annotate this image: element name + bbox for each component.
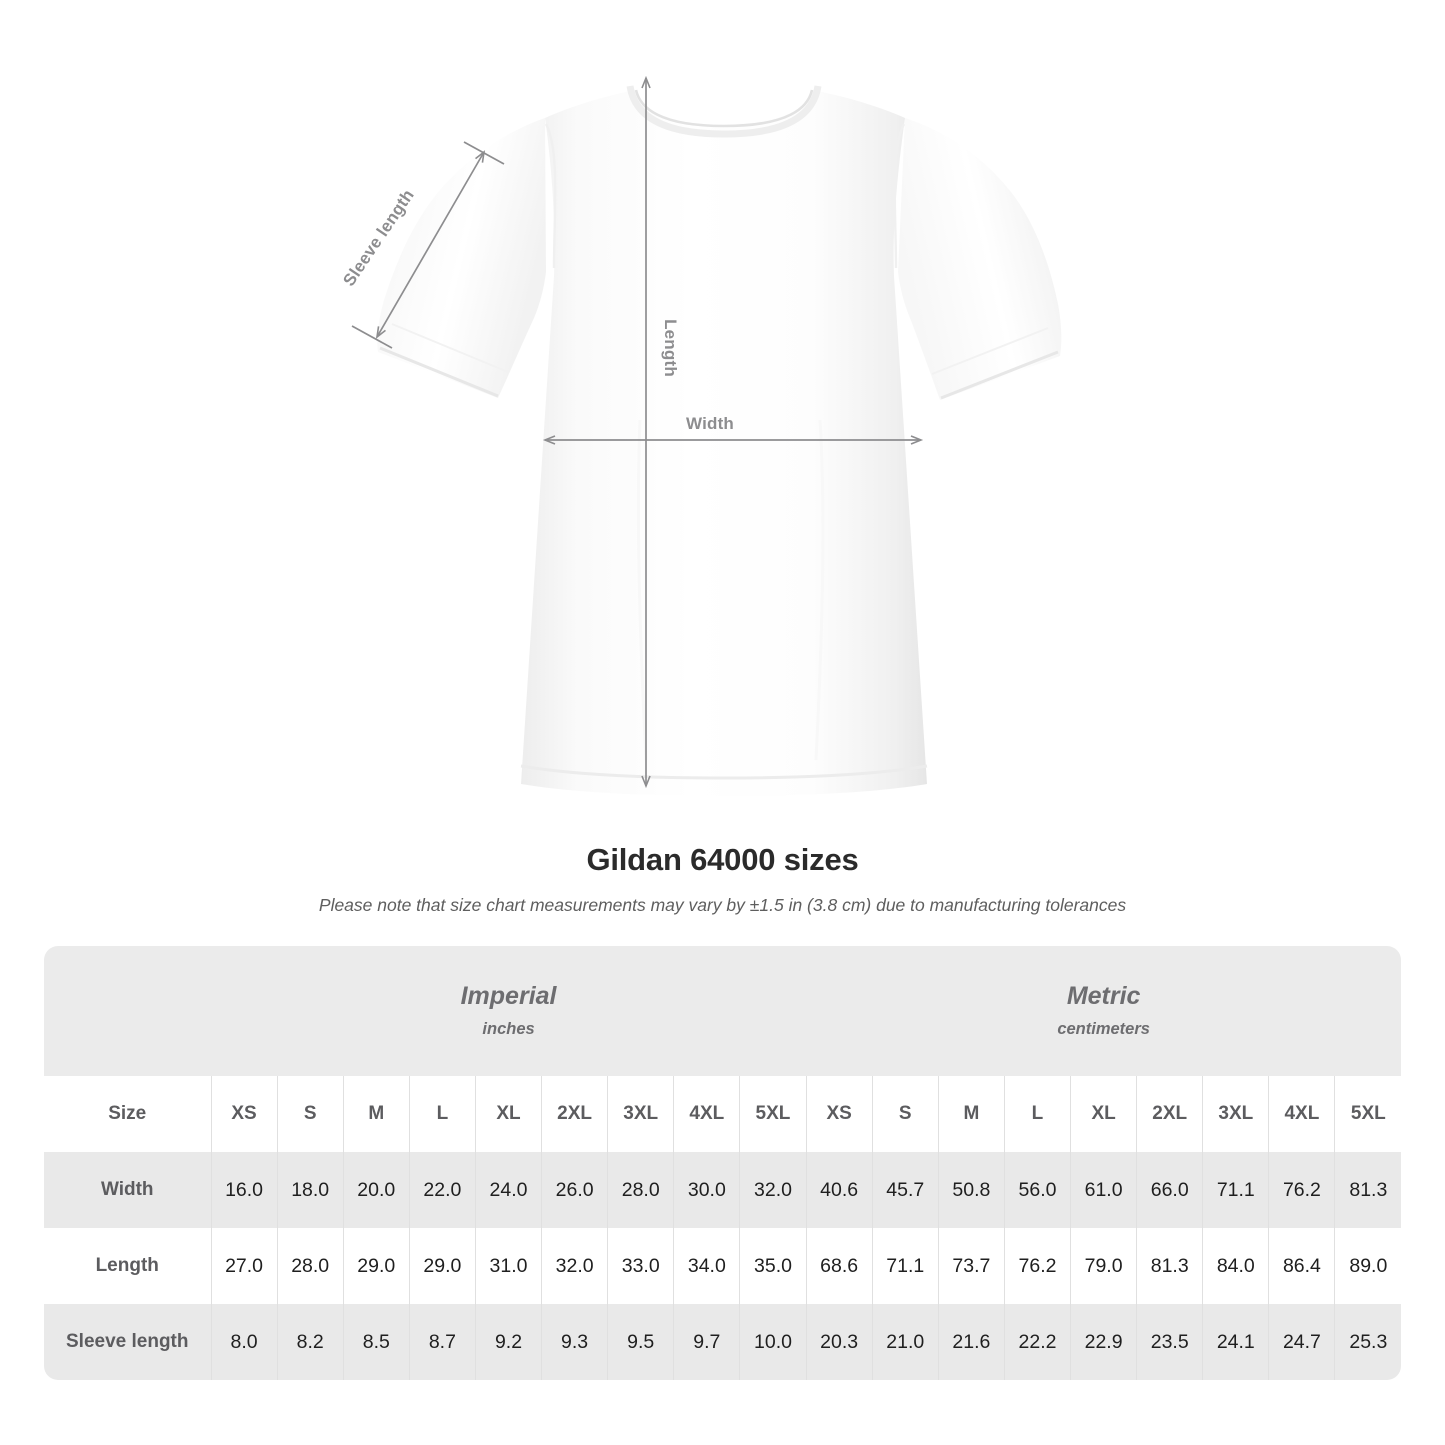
cell-value: 30.0 xyxy=(673,1152,740,1228)
cell-value: 8.7 xyxy=(408,1304,476,1380)
size-chart-container: Imperial inches Metric centimeters Size … xyxy=(44,946,1402,1380)
size-header-cell: L xyxy=(408,1076,476,1152)
size-header-cell: S xyxy=(276,1076,344,1152)
cell-value: 56.0 xyxy=(1003,1152,1071,1228)
cell-value: 28.0 xyxy=(276,1228,344,1304)
size-header-cell: XS xyxy=(805,1076,873,1152)
size-chart-table: Imperial inches Metric centimeters Size … xyxy=(44,946,1402,1380)
cell-value: 9.5 xyxy=(607,1304,674,1380)
cell-value: 89.0 xyxy=(1334,1228,1402,1304)
size-header-cell: 5XL xyxy=(739,1076,807,1152)
row-label-length: Length xyxy=(44,1228,211,1304)
cell-value: 32.0 xyxy=(739,1152,807,1228)
cell-value: 10.0 xyxy=(739,1304,807,1380)
cell-value: 50.8 xyxy=(937,1152,1005,1228)
cell-value: 22.9 xyxy=(1070,1304,1137,1380)
size-header-cell: S xyxy=(871,1076,939,1152)
cell-value: 81.3 xyxy=(1136,1228,1203,1304)
cell-value: 61.0 xyxy=(1070,1152,1137,1228)
size-header-cell: 2XL xyxy=(541,1076,608,1152)
unit-group-header-row: Imperial inches Metric centimeters xyxy=(44,946,1402,1076)
cell-value: 71.1 xyxy=(871,1228,939,1304)
size-header-cell: 4XL xyxy=(673,1076,740,1152)
row-label-width: Width xyxy=(44,1152,211,1228)
cell-value: 18.0 xyxy=(276,1152,344,1228)
size-header-cell: M xyxy=(937,1076,1005,1152)
cell-value: 86.4 xyxy=(1268,1228,1335,1304)
cell-value: 40.6 xyxy=(805,1152,873,1228)
cell-value: 21.0 xyxy=(871,1304,939,1380)
size-header-cell: L xyxy=(1003,1076,1071,1152)
tolerance-note: Please note that size chart measurements… xyxy=(318,895,1127,915)
cell-value: 8.2 xyxy=(276,1304,344,1380)
unit-group-metric: Metric centimeters xyxy=(806,946,1402,1076)
cell-value: 8.5 xyxy=(342,1304,410,1380)
cell-value: 9.7 xyxy=(673,1304,740,1380)
unit-group-imperial-name: Imperial xyxy=(460,981,557,1010)
size-header-label: Size xyxy=(44,1076,211,1152)
size-header-cell: 2XL xyxy=(1136,1076,1203,1152)
cell-value: 68.6 xyxy=(805,1228,873,1304)
page-title: Gildan 64000 sizes xyxy=(586,842,859,877)
cell-value: 26.0 xyxy=(541,1152,608,1228)
size-header-cell: 3XL xyxy=(1202,1076,1269,1152)
cell-value: 8.0 xyxy=(210,1304,278,1380)
cell-value: 27.0 xyxy=(210,1228,278,1304)
cell-value: 21.6 xyxy=(937,1304,1005,1380)
size-header-row: Size XS S M L XL 2XL 3XL 4XL 5XL XS S M … xyxy=(44,1076,1402,1152)
cell-value: 33.0 xyxy=(607,1228,674,1304)
cell-value: 23.5 xyxy=(1136,1304,1203,1380)
measure-arrow-sleeve xyxy=(351,141,505,349)
cell-value: 34.0 xyxy=(673,1228,740,1304)
cell-value: 20.0 xyxy=(342,1152,410,1228)
length-label: Length xyxy=(661,319,680,377)
cell-value: 22.0 xyxy=(408,1152,476,1228)
cell-value: 9.3 xyxy=(541,1304,608,1380)
cell-value: 24.0 xyxy=(474,1152,542,1228)
cell-value: 35.0 xyxy=(739,1228,807,1304)
cell-value: 16.0 xyxy=(210,1152,278,1228)
size-header-cell: 3XL xyxy=(607,1076,674,1152)
cell-value: 76.2 xyxy=(1268,1152,1335,1228)
size-header-cell: XL xyxy=(474,1076,542,1152)
tshirt-illustration: Sleeve length Length Width xyxy=(339,75,1062,796)
unit-group-metric-name: Metric xyxy=(1066,981,1141,1010)
cell-value: 25.3 xyxy=(1334,1304,1402,1380)
unit-header-spacer xyxy=(44,946,211,1076)
cell-value: 24.7 xyxy=(1268,1304,1335,1380)
size-header-cell: 5XL xyxy=(1334,1076,1402,1152)
cell-value: 29.0 xyxy=(342,1228,410,1304)
unit-group-imperial-sub: inches xyxy=(482,1020,535,1039)
cell-value: 20.3 xyxy=(805,1304,873,1380)
table-row: Width 16.0 18.0 20.0 22.0 24.0 26.0 28.0… xyxy=(44,1152,1402,1228)
cell-value: 32.0 xyxy=(541,1228,608,1304)
tshirt-graphic xyxy=(351,75,1062,796)
cell-value: 45.7 xyxy=(871,1152,939,1228)
cell-value: 28.0 xyxy=(607,1152,674,1228)
cell-value: 66.0 xyxy=(1136,1152,1203,1228)
width-label: Width xyxy=(685,414,735,433)
shirt-silhouette xyxy=(377,85,1062,796)
cell-value: 73.7 xyxy=(937,1228,1005,1304)
cell-value: 9.2 xyxy=(474,1304,542,1380)
unit-group-imperial: Imperial inches xyxy=(211,946,807,1076)
table-row: Length 27.0 28.0 29.0 29.0 31.0 32.0 33.… xyxy=(44,1228,1402,1304)
size-header-cell: XS xyxy=(210,1076,278,1152)
cell-value: 81.3 xyxy=(1334,1152,1402,1228)
cell-value: 31.0 xyxy=(474,1228,542,1304)
cell-value: 71.1 xyxy=(1202,1152,1269,1228)
cell-value: 84.0 xyxy=(1202,1228,1269,1304)
cell-value: 76.2 xyxy=(1003,1228,1071,1304)
cell-value: 22.2 xyxy=(1003,1304,1071,1380)
title-block: Gildan 64000 sizes Please note that size… xyxy=(0,842,1445,916)
cell-value: 29.0 xyxy=(408,1228,476,1304)
cell-value: 24.1 xyxy=(1202,1304,1269,1380)
size-header-cell: M xyxy=(342,1076,410,1152)
row-label-sleeve-length: Sleeve length xyxy=(44,1304,211,1380)
size-header-cell: 4XL xyxy=(1268,1076,1335,1152)
table-row: Sleeve length 8.0 8.2 8.5 8.7 9.2 9.3 9.… xyxy=(44,1304,1402,1380)
cell-value: 79.0 xyxy=(1070,1228,1137,1304)
unit-group-metric-sub: centimeters xyxy=(1057,1020,1150,1039)
size-header-cell: XL xyxy=(1070,1076,1137,1152)
